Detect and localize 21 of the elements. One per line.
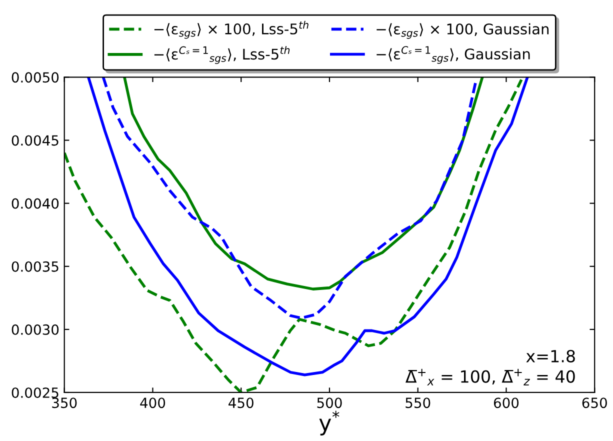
line-series [102, 77, 478, 320]
legend-label: −⟨ε$_{sgs}$⟩ × 100, Gaussian [376, 23, 549, 39]
x-tick-label: 450 [228, 398, 254, 408]
y-tick-label: 0.0040 [12, 198, 59, 209]
x-tick-label: 600 [494, 398, 519, 408]
legend-label: −⟨ε$^{Cₛ=1}$$_{sgs}$⟩, Lss-5$^{th}$ [154, 46, 290, 64]
x-tick-label: 400 [140, 398, 166, 408]
y-tick-label: 0.0035 [12, 261, 58, 272]
x-tick-label: 550 [406, 398, 430, 408]
x-tick-label: 350 [52, 398, 77, 408]
legend-label: −⟨ε$_{sgs}$⟩ × 100, Lss-5$^{th}$ [154, 20, 308, 39]
y-tick-label: 0.0025 [12, 387, 58, 398]
x-tick-label: 650 [582, 398, 607, 408]
annotation: x=1.8 [526, 350, 575, 362]
x-axis-title: y$^{*}$ [319, 410, 340, 436]
y-tick-label: 0.0030 [12, 324, 59, 335]
y-tick-label: 0.0045 [12, 135, 58, 146]
y-tick-label: 0.0050 [12, 72, 59, 83]
annotation: Δ̅$^{+}$$_{x}$ = 100, Δ̅$^{+}$$_{z}$ = 40 [406, 368, 575, 386]
x-tick-label: 500 [317, 398, 342, 408]
legend-label: −⟨ε$^{Cₛ=1}$$_{sgs}$⟩, Gaussian [376, 46, 530, 64]
